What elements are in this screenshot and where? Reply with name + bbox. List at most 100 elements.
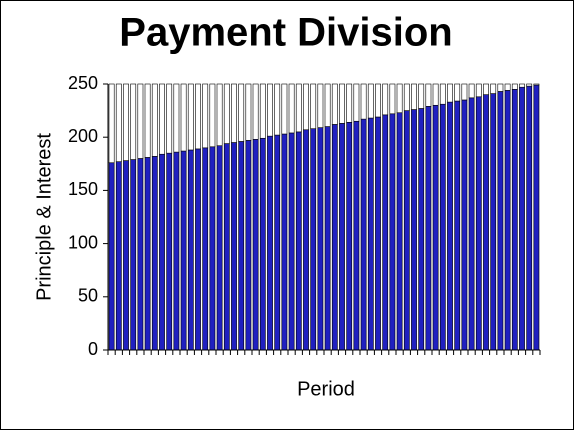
bar-segment <box>382 114 389 351</box>
bar-segment <box>310 128 317 351</box>
bar-segment <box>274 134 281 351</box>
bar-segment <box>238 141 245 351</box>
bar-segment <box>475 96 482 351</box>
bar-segment <box>461 83 468 101</box>
bar-segment <box>339 83 345 124</box>
bar-segment <box>151 156 158 351</box>
bar-segment <box>475 83 482 98</box>
bar-segment <box>439 103 446 351</box>
bar-segment <box>238 83 245 142</box>
bar-segment <box>144 157 151 351</box>
bar-segment <box>108 162 115 351</box>
bar-segment <box>245 83 252 141</box>
bar-segment <box>346 122 353 351</box>
bar-segment <box>202 147 209 351</box>
bar-segment <box>180 83 187 152</box>
bar-segment <box>324 126 331 351</box>
bar-segment <box>216 83 223 147</box>
y-tick-label: 250 <box>68 73 98 93</box>
y-axis-label: Principle & Interest <box>33 133 55 301</box>
bar-segment <box>396 112 403 351</box>
bar-segment <box>288 83 295 134</box>
bar-segment <box>526 85 533 351</box>
bar-segment <box>511 83 518 90</box>
bar-segment <box>432 83 439 106</box>
bar-segment <box>346 83 353 123</box>
bar-segment <box>223 83 230 144</box>
bar-segment <box>259 137 266 351</box>
bar-segment <box>159 153 165 351</box>
bar-segment <box>483 94 489 351</box>
x-axis-label: Period <box>297 378 355 400</box>
bar-segment <box>173 83 180 153</box>
bar-segment <box>317 83 324 128</box>
bar-segment <box>389 113 396 351</box>
bar-segment <box>130 159 137 351</box>
bar-segment <box>454 100 461 351</box>
bar-segment <box>267 83 273 137</box>
bar-segment <box>144 83 151 158</box>
bar-segment <box>281 133 288 351</box>
bar-segment <box>166 152 173 351</box>
bar-segment <box>411 83 417 110</box>
bar-segment <box>375 116 381 351</box>
bar-segment <box>504 90 511 351</box>
bar-segment <box>123 160 129 351</box>
y-tick-label: 200 <box>68 126 98 146</box>
bar-segment <box>216 145 223 351</box>
bar-segment <box>526 83 533 87</box>
bar-segment <box>288 132 295 351</box>
y-tick-label: 150 <box>68 179 98 199</box>
bar-segment <box>295 131 302 351</box>
bar-segment <box>497 83 504 92</box>
bar-segment <box>483 83 489 95</box>
bar-segment <box>519 83 525 88</box>
bar-segment <box>418 83 425 109</box>
bar-segment <box>425 83 432 107</box>
bar-segment <box>511 89 518 351</box>
bar-segment <box>497 91 504 351</box>
bar-segment <box>187 83 194 151</box>
bar-segment <box>461 99 468 351</box>
bar-segment <box>454 83 461 102</box>
bar-segment <box>468 97 475 351</box>
bar-segment <box>339 123 345 351</box>
y-tick-label: 100 <box>68 232 98 252</box>
bar-segment <box>468 83 475 99</box>
bar-segment <box>303 129 309 351</box>
bar-segment <box>490 83 497 94</box>
bar-segment <box>519 86 525 351</box>
bar-segment <box>195 148 201 351</box>
bar-segment <box>533 83 540 86</box>
bar-segment <box>137 83 144 159</box>
bar-segment <box>245 140 252 351</box>
bar-segment <box>411 109 417 351</box>
bar-segment <box>439 83 446 105</box>
bar-segment <box>382 83 389 116</box>
bar-segment <box>432 104 439 351</box>
bar-segment <box>403 83 410 111</box>
bar-segment <box>209 146 216 351</box>
bar-segment <box>331 83 338 125</box>
bar-segment <box>447 83 453 103</box>
bar-segment <box>447 101 453 351</box>
bar-segment <box>425 106 432 351</box>
bar-segment <box>274 83 281 136</box>
bar-segment <box>223 143 230 351</box>
bar-segment <box>317 127 324 351</box>
bar-segment <box>367 117 374 351</box>
bar-segment <box>490 93 497 351</box>
bar-segment <box>331 124 338 351</box>
bar-segment <box>389 83 396 115</box>
bar-segment <box>137 158 144 351</box>
bar-segment <box>108 83 115 164</box>
bar-segment <box>130 83 137 160</box>
y-tick-label: 0 <box>88 339 98 359</box>
bar-segment <box>367 83 374 119</box>
chart-title: Payment Division <box>119 11 452 55</box>
bar-segment <box>180 150 187 351</box>
bar-segment <box>360 118 367 351</box>
bar-segment <box>209 83 216 148</box>
